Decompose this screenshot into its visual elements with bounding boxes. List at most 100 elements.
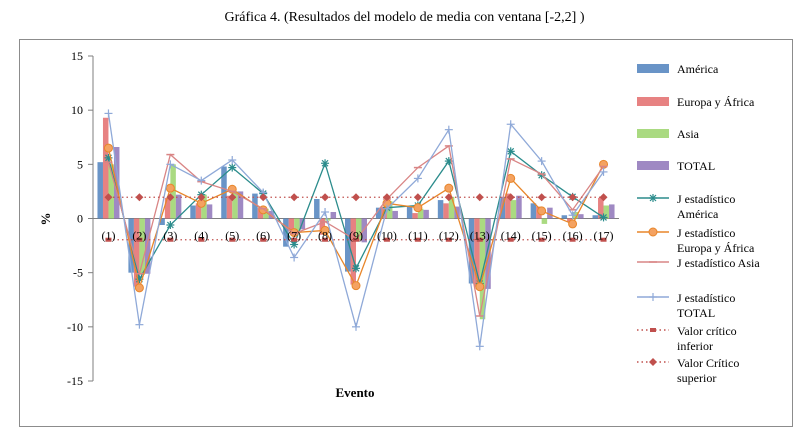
bar-total-17 [609,204,615,219]
legend-label-line: Asia [677,127,700,141]
marker-valor-cr-tico-inferior-2 [136,237,143,242]
bar-am-rica-3 [159,218,165,225]
bar-europa-y-frica-3 [164,197,171,219]
bar-am-rica-16 [561,215,568,219]
legend-label-line: inferior [677,339,713,353]
category-label: (11) [408,229,428,243]
bar-am-rica-17 [592,215,599,219]
bar-europa-y-frica-7 [288,218,295,232]
marker-j-estad-stico-total-7 [290,253,299,262]
bar-am-rica-6 [252,193,258,219]
y-axis-label: % [38,213,53,226]
marker-valor-cr-tico-superior-13 [475,193,484,202]
legend-label-line: superior [677,371,716,385]
marker-valor-cr-tico-inferior-4 [198,237,205,242]
marker-valor-cr-tico-superior-17 [599,193,608,202]
bar-europa-y-frica-4 [195,203,202,219]
y-tick-label: -10 [67,320,83,334]
legend-label-line: Europa y África [677,241,755,255]
bar-total-14 [516,195,522,219]
category-label: (1) [101,229,115,243]
category-label: (14) [501,229,521,243]
marker-valor-cr-tico-superior-15 [537,193,546,202]
marker-j-estad-stico-europa-y-frica-2 [134,283,144,293]
bar-europa-y-frica-8 [319,218,326,235]
category-label: (10) [377,229,397,243]
marker-valor-cr-tico-inferior-10 [383,237,390,242]
bar-asia-13 [479,218,486,320]
marker-j-estad-stico-am-rica-8 [321,159,330,168]
bar-am-rica-7 [283,218,289,247]
bar-total-3 [175,194,182,219]
legend-label-j-estad-stico-total: J estadístico TOTAL [677,291,735,320]
bar-am-rica-8 [314,199,320,219]
bar-total-15 [547,207,553,219]
legend-label-am-rica: América [677,62,719,76]
marker-valor-cr-tico-superior-11 [413,193,422,202]
y-tick-label: 15 [71,49,83,63]
legend-label-line: J estadístico [677,192,735,206]
bar-asia-12 [448,196,455,219]
chart-title: Gráfica 4. (Resultados del modelo de med… [224,10,585,25]
marker-valor-cr-tico-superior-14 [506,193,515,202]
legend-label-asia: Asia [677,127,700,141]
category-label: (15) [532,229,552,243]
legend-label-j-estad-stico-asia: J estadístico Asia [677,256,760,270]
category-label: (13) [470,229,490,243]
legend-marker-valor-cr-tico-inferior [650,328,656,332]
y-tick-label: -5 [73,266,83,280]
marker-valor-cr-tico-inferior-12 [445,237,452,242]
marker-valor-cr-tico-inferior-5 [229,237,236,242]
bar-total-13 [485,218,491,289]
bar-am-rica-12 [437,200,444,219]
marker-j-estad-stico-total-2 [135,320,144,329]
legend-marker-valor-cr-tico-superior [649,358,657,366]
category-label: (2) [132,229,146,243]
category-label: (9) [349,229,363,243]
bar-asia-5 [232,191,238,219]
marker-valor-cr-tico-superior-16 [568,193,577,202]
marker-valor-cr-tico-superior-10 [382,193,391,202]
marker-j-estad-stico-total-1 [104,109,113,118]
category-label: (6) [256,229,270,243]
bar-asia-11 [417,208,424,219]
legend-label-europa-y-frica: Europa y África [677,95,755,109]
marker-j-estad-stico-total-8 [321,208,330,216]
marker-valor-cr-tico-inferior-3 [167,237,174,242]
bar-asia-14 [510,200,517,219]
bar-europa-y-frica-2 [133,218,140,287]
bar-europa-y-frica-12 [443,203,449,219]
marker-j-estad-stico-total-14 [506,120,515,129]
bar-asia-8 [325,218,331,221]
legend-swatch-total [637,161,669,170]
bar-asia-15 [541,218,548,224]
marker-j-estad-stico-am-rica-7 [290,240,299,249]
legend-label-line: Europa y África [677,95,755,109]
marker-j-estad-stico-total-5 [228,156,237,164]
marker-valor-cr-tico-superior-5 [228,193,237,202]
marker-j-estad-stico-am-rica-9 [352,264,360,273]
legend-label-line: TOTAL [677,159,715,173]
y-tick-label: 10 [71,103,83,117]
category-label: (16) [563,229,583,243]
bar-europa-y-frica-14 [505,193,511,219]
category-label: (4) [194,229,208,243]
bar-europa-y-frica-9 [350,218,356,285]
bar-europa-y-frica-13 [474,218,480,287]
legend-label-line: J estadístico Asia [677,256,760,270]
marker-j-estad-stico-total-10 [382,204,391,213]
legend-label-j-estad-stico-europa-y-frica: J estadístico Europa y África [677,226,755,255]
legend-label-valor-cr-tico-inferior: Valor crítico inferior [677,324,737,353]
marker-valor-cr-tico-superior-9 [352,193,360,202]
y-tick-label: 5 [77,157,83,171]
marker-j-estad-stico-europa-y-frica-11 [413,203,423,213]
legend-label-j-estad-stico-am-rica: J estadístico América [677,192,735,221]
bar-europa-y-frica-5 [226,195,233,219]
y-tick-label: -15 [67,374,83,388]
marker-valor-cr-tico-inferior-7 [291,237,298,242]
marker-j-estad-stico-am-rica-5 [228,163,237,172]
marker-j-estad-stico-am-rica-3 [166,221,175,229]
legend-label-line: Valor crítico [677,324,737,338]
marker-j-estad-stico-europa-y-frica-8 [320,225,330,235]
bar-total-11 [423,209,429,219]
